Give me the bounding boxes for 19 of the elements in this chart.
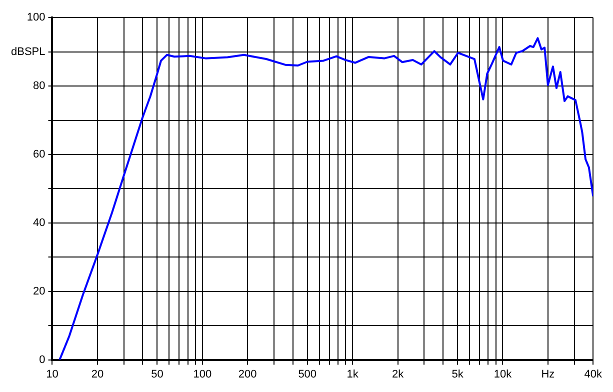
y-tick-label: 20 [32,285,46,298]
x-tick-label: 2k [392,368,404,380]
y-tick-label: 80 [32,80,46,92]
x-tick-label: 100 [193,368,212,380]
x-tick-label: Hz [541,368,555,380]
x-tick-label: 50 [151,368,164,380]
x-tick-label: 1k [346,368,359,380]
y-tick-label: 100 [26,12,46,24]
x-tick-label: 20 [91,368,104,380]
x-tick-label: 5k [452,368,464,380]
x-tick-label: 40k [584,368,602,380]
y-tick-label: dBSPL [10,46,46,58]
y-tick-label: 60 [32,148,46,161]
y-tick-label: 0 [39,354,46,366]
x-tick-label: 200 [238,368,257,380]
x-tick-label: 10k [494,368,512,380]
y-tick-label: 40 [32,216,46,229]
x-tick-label: 10 [46,368,58,380]
x-tick-label: 500 [298,368,317,380]
